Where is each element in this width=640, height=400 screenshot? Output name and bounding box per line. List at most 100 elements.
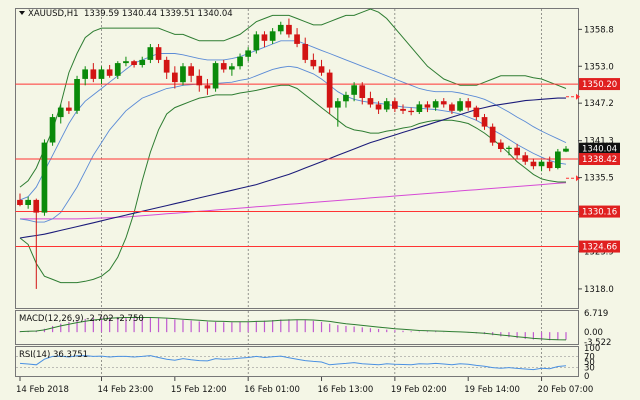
candle-body[interactable] xyxy=(41,142,48,213)
candle-body[interactable] xyxy=(416,104,423,112)
candle-body[interactable] xyxy=(302,44,309,60)
candle-body[interactable] xyxy=(555,151,561,169)
candle-body[interactable] xyxy=(392,101,398,109)
bollinger-lower-line xyxy=(19,84,566,284)
macd-label: MACD(12,26,9) -2.702 -2.750 xyxy=(19,314,144,324)
candle-body[interactable] xyxy=(489,126,496,143)
candle-body[interactable] xyxy=(343,94,349,102)
price-tag-box xyxy=(579,142,620,155)
time-tick-label: 16 Feb 01:00 xyxy=(244,385,300,395)
candle-body[interactable] xyxy=(172,72,178,83)
candle-body[interactable] xyxy=(335,101,341,108)
candle-body[interactable] xyxy=(326,72,333,108)
price-tag-box xyxy=(579,205,620,218)
candle-body[interactable] xyxy=(563,148,569,152)
candle-body[interactable] xyxy=(49,117,56,143)
price-panel-frame xyxy=(15,8,579,309)
candle-body[interactable] xyxy=(481,117,488,127)
dropdown-triangle-icon[interactable] xyxy=(19,11,25,15)
candle-body[interactable] xyxy=(90,69,97,79)
candle-body[interactable] xyxy=(66,107,72,111)
candle-body[interactable] xyxy=(139,59,146,65)
candle-body[interactable] xyxy=(82,69,88,79)
candle-body[interactable] xyxy=(163,59,170,73)
candle-body[interactable] xyxy=(506,147,512,149)
candle-body[interactable] xyxy=(180,66,186,83)
candle-body[interactable] xyxy=(530,161,537,167)
candle-body[interactable] xyxy=(408,110,414,113)
candle-body[interactable] xyxy=(359,85,366,98)
candle-body[interactable] xyxy=(261,34,268,41)
candle-body[interactable] xyxy=(449,104,455,111)
price-tick-label: 1358.8 xyxy=(584,25,614,35)
candle-body[interactable] xyxy=(514,147,520,156)
target-arrow-icon xyxy=(576,175,580,182)
candle-body[interactable] xyxy=(375,104,382,110)
candle-body[interactable] xyxy=(424,104,431,108)
price-tag-label: 1350.20 xyxy=(582,80,617,90)
candle-body[interactable] xyxy=(114,63,121,76)
candle-body[interactable] xyxy=(155,47,162,60)
candle-body[interactable] xyxy=(147,47,154,60)
rsi-label: RSI(14) 36.3751 xyxy=(19,350,88,360)
candle-body[interactable] xyxy=(131,61,137,65)
candle-body[interactable] xyxy=(220,63,227,70)
candle-body[interactable] xyxy=(522,155,529,162)
envelope-lower-line xyxy=(19,65,567,223)
price-tick-label: 1318.0 xyxy=(584,285,614,295)
time-tick-label: 14 Feb 23:00 xyxy=(97,385,153,395)
rsi-tick-label: 50 xyxy=(584,358,595,368)
candle-body[interactable] xyxy=(286,24,292,35)
candle-body[interactable] xyxy=(538,161,545,167)
price-tag-label: 1324.66 xyxy=(582,243,617,253)
candle-body[interactable] xyxy=(253,34,260,51)
candle-body[interactable] xyxy=(400,108,406,111)
rsi-tick-label: 0 xyxy=(584,372,589,382)
ma-long-line xyxy=(20,182,567,220)
candle-body[interactable] xyxy=(204,85,211,89)
time-tick-label: 16 Feb 13:00 xyxy=(318,385,374,395)
candle-body[interactable] xyxy=(25,199,31,205)
candle-body[interactable] xyxy=(277,24,284,32)
candle-body[interactable] xyxy=(432,101,439,108)
price-tag-box xyxy=(579,78,620,91)
candle-body[interactable] xyxy=(212,63,219,89)
candle-body[interactable] xyxy=(106,69,113,76)
price-tag-label: 1338.42 xyxy=(582,155,617,165)
time-tick-label: 20 Feb 07:00 xyxy=(538,385,594,395)
candle-body[interactable] xyxy=(229,66,235,70)
price-tag-box xyxy=(579,240,620,253)
candle-body[interactable] xyxy=(237,56,243,67)
target-arrow-icon xyxy=(576,93,580,100)
candle-body[interactable] xyxy=(188,66,194,76)
candle-body[interactable] xyxy=(269,31,276,41)
candle-body[interactable] xyxy=(498,142,504,149)
candle-body[interactable] xyxy=(546,161,553,169)
macd-tick-label: 0.00 xyxy=(584,328,603,338)
candle-body[interactable] xyxy=(367,98,374,105)
candle-body[interactable] xyxy=(351,85,357,95)
rsi-tick-label: 100 xyxy=(584,344,600,354)
candle-body[interactable] xyxy=(17,199,23,205)
bollinger-upper-line xyxy=(19,8,567,188)
candle-body[interactable] xyxy=(33,199,40,213)
candle-body[interactable] xyxy=(245,50,251,57)
price-tick-label: 1341.3 xyxy=(584,137,614,147)
candle-body[interactable] xyxy=(465,101,472,108)
candle-body[interactable] xyxy=(74,79,80,111)
chart-header: XAUUSD,H1 1339.59 1340.44 1339.51 1340.0… xyxy=(19,9,233,19)
candle-body[interactable] xyxy=(196,75,203,86)
candle-body[interactable] xyxy=(310,59,317,67)
candle-body[interactable] xyxy=(440,101,447,105)
price-tick-label: 1335.5 xyxy=(584,174,614,184)
candle-body[interactable] xyxy=(294,34,300,44)
candle-body[interactable] xyxy=(318,66,325,73)
candle-body[interactable] xyxy=(57,107,64,118)
candle-body[interactable] xyxy=(98,69,105,79)
candle-body[interactable] xyxy=(457,101,463,111)
candle-body[interactable] xyxy=(123,61,129,64)
candle-body[interactable] xyxy=(473,107,480,118)
candle-body[interactable] xyxy=(383,101,390,110)
macd-signal-line xyxy=(19,317,567,341)
